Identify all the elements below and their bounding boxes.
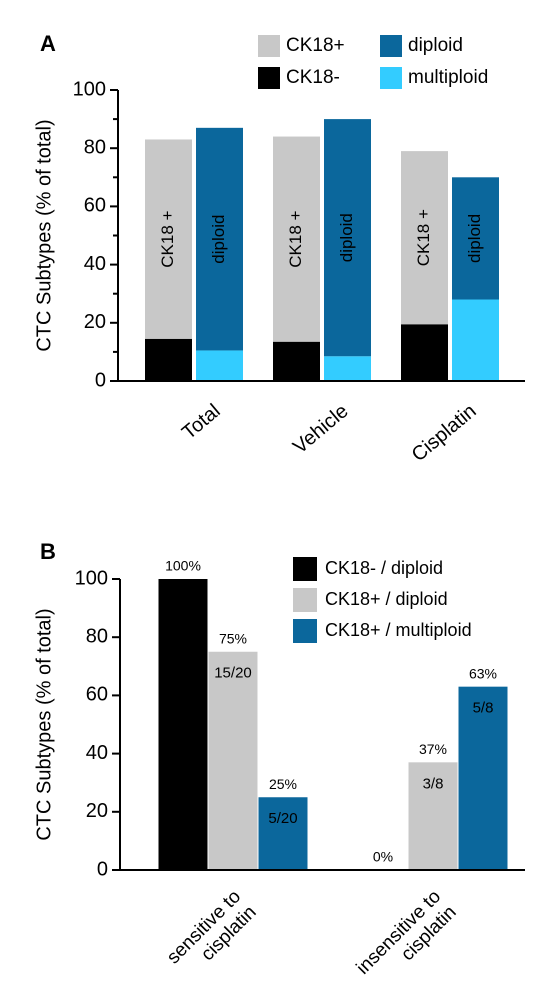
legend-label: CK18+ [286, 35, 345, 56]
y-tick-label: 80 [86, 625, 108, 647]
bar-inner-label: diploid [465, 214, 484, 263]
value-label: 75% [219, 630, 247, 646]
bar-inner-label: 15/20 [214, 665, 252, 682]
bar-inner-label: 3/8 [423, 775, 444, 792]
bar-segment [196, 127, 243, 351]
bar-inner-label: 5/20 [268, 810, 297, 827]
y-tick-label: 20 [84, 311, 106, 333]
legend-label: multiploid [408, 67, 488, 88]
bar-inner-label: diploid [337, 213, 356, 262]
panel-label: A [40, 31, 56, 56]
y-tick-label: 0 [97, 858, 108, 880]
panel-label: B [40, 539, 56, 564]
legend-label: CK18+ / multiploid [325, 620, 472, 640]
y-tick-label: 0 [95, 369, 106, 391]
bar [208, 651, 258, 870]
legend-label: diploid [408, 35, 463, 56]
value-label: 37% [419, 741, 447, 757]
bar [408, 762, 458, 870]
legend-label: CK18- [286, 67, 340, 88]
value-label: 63% [469, 665, 497, 681]
y-tick-label: 60 [84, 195, 106, 217]
legend-swatch [293, 619, 317, 643]
legend-swatch [293, 588, 317, 612]
y-tick-label: 100 [73, 78, 106, 100]
y-tick-label: 60 [86, 684, 108, 706]
bar-segment [324, 119, 371, 357]
legend-swatch [380, 35, 402, 57]
bar-segment [452, 177, 499, 300]
y-tick-label: 40 [84, 253, 106, 275]
x-tick-label: Total [178, 400, 225, 444]
bar-segment [145, 338, 192, 381]
bar-segment [273, 341, 320, 381]
bar-inner-label: 7/7 [173, 592, 194, 609]
bar-segment [145, 139, 192, 339]
bar [258, 797, 308, 870]
bar-inner-label: CK18 + [158, 210, 177, 267]
legend-label: CK18- / diploid [325, 558, 443, 578]
y-axis-label: CTC Subtypes (% of total) [33, 608, 55, 840]
bar-inner-label: diploid [209, 215, 228, 264]
bar-segment [452, 299, 499, 381]
bar-inner-label: CK18 + [414, 209, 433, 266]
legend-label: CK18+ / diploid [325, 589, 448, 609]
y-tick-label: 80 [84, 136, 106, 158]
legend-swatch [258, 35, 280, 57]
y-tick-label: 100 [75, 567, 108, 589]
bar [458, 686, 508, 870]
y-tick-label: 20 [86, 800, 108, 822]
bar-segment [196, 350, 243, 381]
legend-swatch [293, 557, 317, 581]
y-tick-label: 40 [86, 742, 108, 764]
legend-swatch [258, 67, 280, 89]
bar-inner-label: CK18 + [286, 210, 305, 267]
x-tick-label: Vehicle [289, 400, 353, 458]
legend-swatch [380, 67, 402, 89]
bar-segment [401, 324, 448, 381]
value-label: 25% [269, 776, 297, 792]
bar-inner-label: 5/8 [473, 700, 494, 717]
x-tick-label: Cisplatin [408, 400, 481, 466]
value-label: 0% [373, 849, 393, 865]
bar [158, 579, 208, 870]
bar-segment [324, 356, 371, 381]
value-label: 100% [165, 558, 201, 574]
bar-segment [273, 136, 320, 342]
y-axis-label: CTC Subtypes (% of total) [33, 119, 55, 351]
bar-segment [401, 151, 448, 325]
